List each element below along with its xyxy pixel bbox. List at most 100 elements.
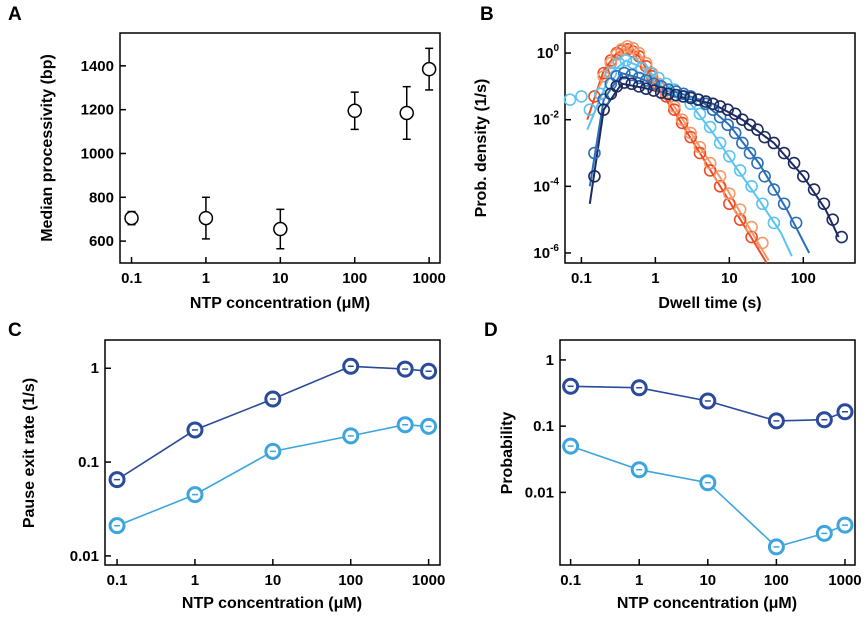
data-point xyxy=(677,90,690,103)
data-point xyxy=(684,97,697,111)
data-point xyxy=(706,103,720,116)
marks-group xyxy=(563,39,848,264)
data-point xyxy=(777,197,791,211)
x-tick-label: 1000 xyxy=(412,572,445,589)
data-point xyxy=(777,146,791,160)
data-point xyxy=(723,187,736,201)
data-point xyxy=(693,140,707,154)
data-point xyxy=(721,103,734,116)
x-tick-label: 100 xyxy=(338,572,363,589)
data-point xyxy=(817,197,831,211)
x-tick-label: 1 xyxy=(651,270,659,287)
y-tick-label: 0.1 xyxy=(533,418,554,435)
y-tick-label: 0.01 xyxy=(525,484,554,501)
data-point xyxy=(632,80,646,93)
data-point xyxy=(723,149,736,163)
data-point xyxy=(787,156,801,170)
series-line xyxy=(116,365,429,481)
data-point xyxy=(721,118,734,132)
data-point xyxy=(758,170,771,183)
data-point xyxy=(767,136,781,150)
data-point xyxy=(767,183,781,196)
y-tick-label: 0.01 xyxy=(70,548,99,565)
x-tick-label: 10 xyxy=(721,270,738,287)
data-point xyxy=(684,126,697,140)
x-tick-label: 1000 xyxy=(412,270,445,287)
x-axis-label: NTP concentration (μM) xyxy=(190,295,370,312)
data-point xyxy=(563,93,577,106)
data-point xyxy=(399,105,414,121)
data-point xyxy=(625,68,639,82)
data-point xyxy=(745,220,758,234)
panel-c: C 0.1 1 10 100 1000 0.01 0.1 1 NTP concentratio… xyxy=(8,320,445,612)
data-point xyxy=(597,70,610,83)
data-point xyxy=(632,46,646,60)
data-point xyxy=(751,123,764,137)
y-tick-label: 800 xyxy=(89,189,114,206)
data-point xyxy=(699,95,713,108)
data-point xyxy=(713,170,727,183)
x-tick-label: 0.1 xyxy=(560,572,581,589)
y-tick-label: 10-2 xyxy=(533,110,559,129)
panel-letter-d: D xyxy=(484,320,498,341)
panel-letter-b: B xyxy=(480,4,494,25)
data-point xyxy=(691,93,705,106)
tick-group: 0.1 1 10 100 1000 0.01 0.1 1 xyxy=(70,360,446,589)
data-point xyxy=(733,203,747,216)
data-point xyxy=(758,130,771,144)
x-tick-label: 1 xyxy=(202,270,210,287)
marks-group xyxy=(108,357,438,535)
data-point xyxy=(575,90,588,103)
data-point xyxy=(675,113,689,126)
data-point xyxy=(654,80,668,93)
tick-group: 0.1 1 10 100 1000 600 800 1000 1200 1400 xyxy=(81,58,446,287)
data-point xyxy=(583,103,597,116)
data-point xyxy=(617,76,631,89)
y-tick-label: 1200 xyxy=(81,102,114,119)
x-tick-label: 1 xyxy=(191,572,199,589)
data-point xyxy=(703,164,717,177)
data-point xyxy=(612,56,626,70)
data-point xyxy=(421,61,437,77)
plot-frame xyxy=(564,32,856,264)
data-point xyxy=(713,100,727,113)
data-point xyxy=(703,156,717,170)
y-tick-label: 1400 xyxy=(81,58,114,75)
data-point xyxy=(733,164,747,177)
data-point xyxy=(789,216,803,230)
y-axis-label: Pause exit rate (1/s) xyxy=(21,378,38,528)
data-point xyxy=(736,136,749,150)
data-point xyxy=(713,180,727,193)
data-point xyxy=(654,86,668,99)
marks-group xyxy=(124,47,437,250)
data-point xyxy=(198,210,214,226)
x-axis-label: NTP concentration (μM) xyxy=(617,595,797,612)
data-point xyxy=(621,39,634,53)
y-tick-label: 1 xyxy=(546,352,554,369)
x-tick-label: 0.1 xyxy=(107,572,128,589)
panel-letter-a: A xyxy=(8,4,22,25)
panel-d: D 0.1 1 10 100 1000 0.01 0.1 1 NTP concentratio… xyxy=(484,320,862,612)
marks-group xyxy=(562,377,854,556)
x-axis-label: NTP concentration (μM) xyxy=(182,595,362,612)
x-tick-label: 0.1 xyxy=(121,270,142,287)
y-tick-label: 10-6 xyxy=(533,243,559,262)
x-tick-label: 10 xyxy=(272,270,289,287)
data-point xyxy=(835,230,848,244)
data-point xyxy=(713,136,727,150)
data-point xyxy=(617,66,631,80)
data-point xyxy=(662,87,675,101)
data-point xyxy=(751,156,764,170)
data-point xyxy=(703,120,717,134)
y-axis-label: Median processivity (bp) xyxy=(39,54,56,242)
data-point xyxy=(807,183,821,196)
x-tick-label: 1 xyxy=(635,572,643,589)
data-point xyxy=(693,107,707,121)
x-tick-label: 1000 xyxy=(828,572,861,589)
tick-group: 0.1 1 10 100 1000 0.01 0.1 1 xyxy=(525,352,862,589)
data-point xyxy=(588,170,601,183)
data-point xyxy=(756,236,769,250)
y-tick-label: 1000 xyxy=(81,145,114,162)
data-point xyxy=(647,84,661,97)
